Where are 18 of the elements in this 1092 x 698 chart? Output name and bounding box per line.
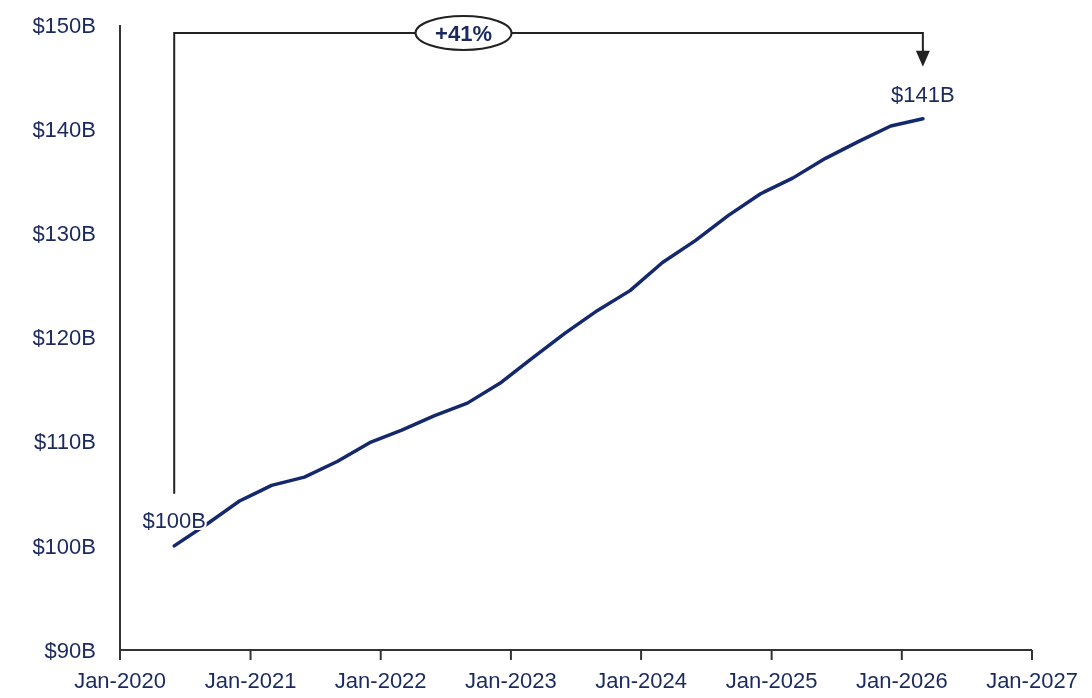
x-tick-label: Jan-2027 <box>986 668 1078 693</box>
y-tick-label: $110B <box>34 429 96 455</box>
x-tick-label: Jan-2026 <box>855 668 948 693</box>
y-tick-label: $140B <box>32 116 96 142</box>
x-tick-label: Jan-2020 <box>74 668 166 693</box>
y-tick-label: $120B <box>32 325 96 351</box>
y-tick-label: $150B <box>32 12 96 38</box>
y-tick-label: $90B <box>44 637 96 663</box>
x-tick-label: Jan-2022 <box>334 668 427 693</box>
y-tick-label: $130B <box>32 221 96 247</box>
annotation: +41% <box>435 20 492 46</box>
x-tick-label: Jan-2025 <box>725 668 818 693</box>
data-label: $100B <box>142 507 207 533</box>
x-tick-label: Jan-2021 <box>204 668 297 693</box>
x-tick-label: Jan-2024 <box>595 668 687 693</box>
data-label: $141B <box>891 81 955 107</box>
x-tick-label: Jan-2023 <box>465 668 557 693</box>
y-tick-label: $100B <box>32 533 96 559</box>
